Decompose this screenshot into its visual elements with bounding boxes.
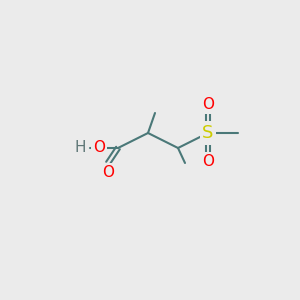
Text: O: O <box>202 154 214 169</box>
Text: H: H <box>74 140 86 155</box>
Text: S: S <box>202 124 214 142</box>
Text: O: O <box>202 97 214 112</box>
Text: O: O <box>102 165 114 180</box>
Text: O: O <box>93 140 105 155</box>
